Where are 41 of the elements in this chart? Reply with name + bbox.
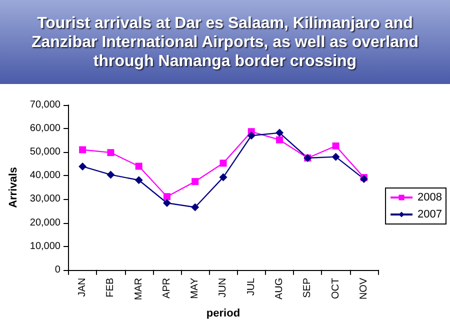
point xyxy=(162,198,171,207)
chart-title: Tourist arrivals at Dar es Salaam, Kilimanjaro and Zanzibar International Airports, as well as overland through Namanga border crossing xyxy=(30,14,420,70)
point xyxy=(220,160,227,167)
y-tick-label: 20,000 xyxy=(30,217,61,228)
point xyxy=(192,178,199,186)
point xyxy=(332,142,340,150)
x-tick-label: JUN xyxy=(218,278,229,298)
point xyxy=(191,203,200,212)
y-tick-label: 70,000 xyxy=(30,100,61,110)
point xyxy=(247,132,256,140)
x-tick-label: SEP xyxy=(302,278,314,298)
y-tick-label: 10,000 xyxy=(30,240,61,252)
y-tick-label: 40,000 xyxy=(30,170,61,182)
point xyxy=(332,152,340,161)
y-tick-label: 30,000 xyxy=(30,194,61,205)
x-tick-label: JUL xyxy=(246,277,257,296)
legend-label: 2008 xyxy=(418,192,442,204)
y-tick-label: 50,000 xyxy=(30,146,61,158)
x-axis-title: period xyxy=(206,308,240,320)
point xyxy=(107,149,114,156)
point xyxy=(106,170,115,179)
x-tick-label: MAY xyxy=(190,278,201,299)
x-tick-label: APR xyxy=(161,278,172,298)
point xyxy=(135,162,142,170)
x-tick-label: JAN xyxy=(77,278,88,297)
point xyxy=(163,193,170,200)
point xyxy=(78,162,87,170)
y-axis-title: Arrivals xyxy=(8,166,20,208)
x-tick-label: FEB xyxy=(105,278,116,298)
legend-label: 2007 xyxy=(418,208,442,220)
point xyxy=(134,176,143,184)
y-tick-label: 60,000 xyxy=(30,123,61,134)
point xyxy=(79,146,86,154)
y-tick-label: 0 xyxy=(54,264,61,276)
x-tick-label: MAR xyxy=(133,278,144,300)
x-tick-label: NOV xyxy=(358,278,370,300)
x-tick-label: OCT xyxy=(330,278,342,299)
point xyxy=(276,128,284,137)
point xyxy=(219,173,228,182)
x-tick-label: AUG xyxy=(274,278,286,300)
point xyxy=(276,136,284,144)
